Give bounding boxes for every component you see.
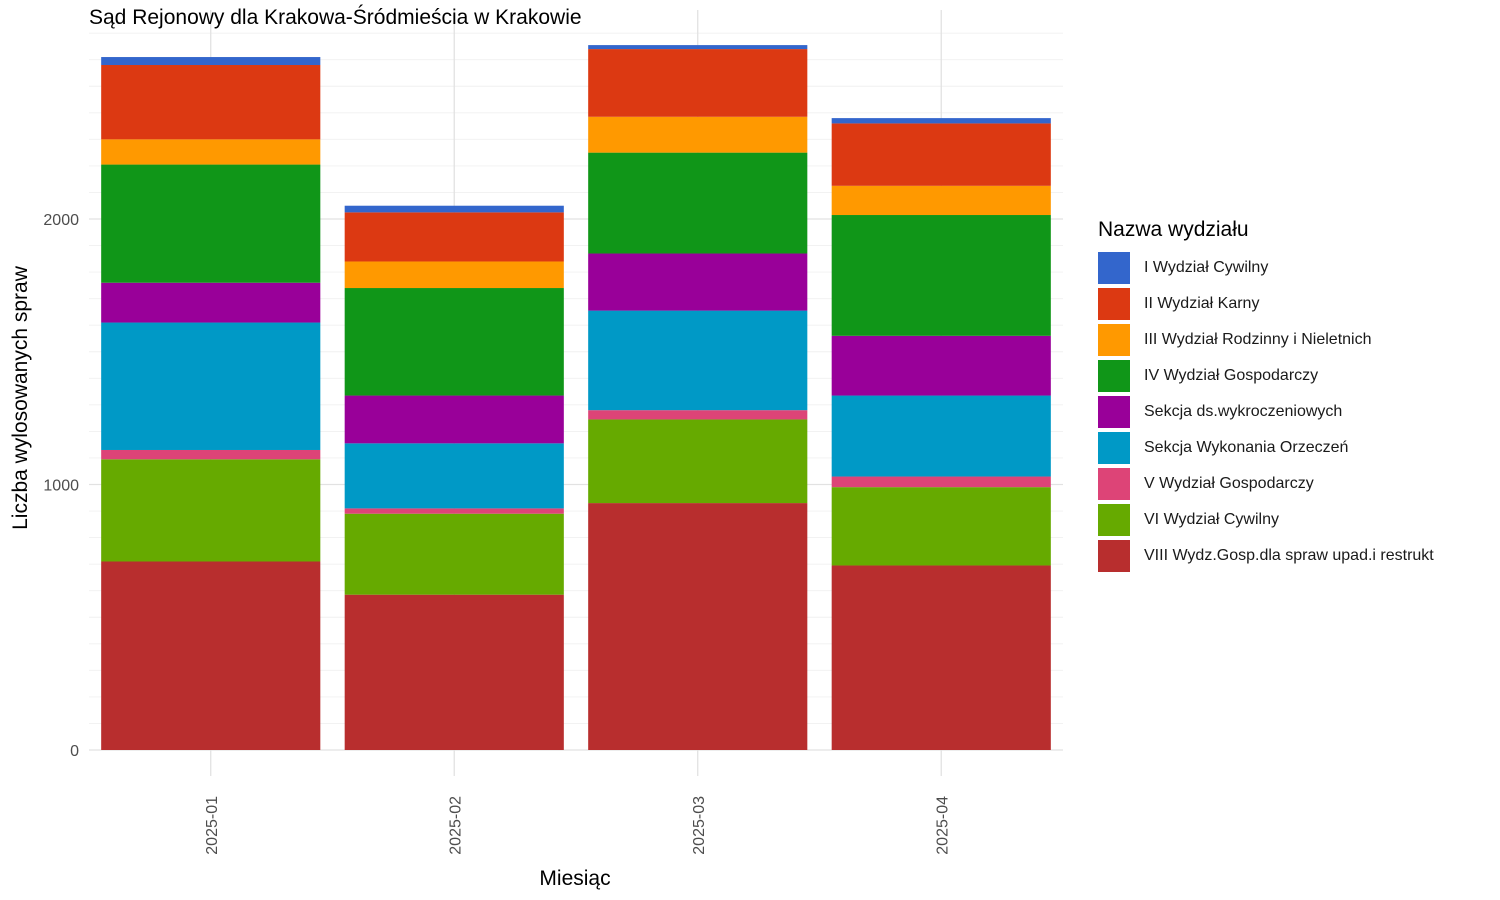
legend-swatch [1098, 504, 1130, 536]
y-tick-label: 0 [70, 743, 79, 760]
bar-segment [344, 212, 564, 262]
legend-swatch [1098, 252, 1130, 284]
bar-segment [101, 459, 321, 562]
bar-segment [831, 487, 1051, 566]
legend-label: V Wydział Gospodarczy [1144, 475, 1314, 492]
legend-item: I Wydział Cywilny [1098, 250, 1434, 286]
legend-label: III Wydział Rodzinny i Nieletnich [1144, 331, 1372, 348]
bar-segment [831, 395, 1051, 477]
y-tick-label: 1000 [43, 478, 79, 495]
x-axis-ticks: 2025-01 2025-02 2025-03 2025-04 [204, 796, 952, 855]
bar-segment [831, 215, 1051, 336]
bar-segment [344, 288, 564, 396]
bar-segment [588, 310, 808, 411]
legend-swatch [1098, 540, 1130, 572]
legend-item: VIII Wydz.Gosp.dla spraw upad.i restrukt [1098, 538, 1434, 574]
x-axis-label: Miesiąc [539, 867, 610, 890]
legend-swatch [1098, 396, 1130, 428]
legend-label: IV Wydział Gospodarczy [1144, 367, 1319, 384]
legend-swatch [1098, 360, 1130, 392]
bar-segment [344, 205, 564, 213]
legend-item: III Wydział Rodzinny i Nieletnich [1098, 322, 1434, 358]
chart-title: Sąd Rejonowy dla Krakowa-Śródmieścia w K… [89, 6, 582, 29]
bar-segment [344, 443, 564, 509]
legend-label: II Wydział Karny [1144, 295, 1260, 312]
bar-segment [831, 123, 1051, 186]
y-axis-label: Liczba wylosowanych spraw [9, 265, 32, 530]
legend-item: II Wydział Karny [1098, 286, 1434, 322]
legend-item: Sekcja ds.wykroczeniowych [1098, 394, 1434, 430]
bar-segment [344, 513, 564, 595]
bar-segment [344, 395, 564, 444]
legend-label: I Wydział Cywilny [1144, 259, 1269, 276]
bar-segment [101, 561, 321, 750]
bar-segment [101, 57, 321, 66]
bar-segment [588, 116, 808, 153]
legend-item: Sekcja Wykonania Orzeczeń [1098, 430, 1434, 466]
x-tick-label: 2025-02 [447, 796, 464, 855]
legend-label: VI Wydział Cywilny [1144, 511, 1279, 528]
bar-segment [588, 419, 808, 504]
bar-segment [831, 185, 1051, 216]
bars [101, 45, 1051, 750]
legend-item: V Wydział Gospodarczy [1098, 466, 1434, 502]
bar-segment [101, 282, 321, 323]
legend-label: Sekcja ds.wykroczeniowych [1144, 403, 1343, 420]
bar-segment [831, 118, 1051, 124]
bar-segment [101, 322, 321, 450]
bar-segment [101, 65, 321, 140]
bar-segment [101, 164, 321, 283]
bar-segment [831, 565, 1051, 750]
bar-segment [588, 253, 808, 311]
x-tick-label: 2025-03 [691, 796, 708, 855]
bar-segment [588, 49, 808, 117]
bar-segment [101, 449, 321, 460]
legend-label: VIII Wydz.Gosp.dla spraw upad.i restrukt [1144, 547, 1434, 564]
bar-segment [588, 45, 808, 50]
x-tick-label: 2025-04 [934, 796, 951, 855]
bar-segment [831, 476, 1051, 488]
x-tick-label: 2025-01 [204, 796, 221, 855]
bar-segment [588, 152, 808, 254]
y-tick-label: 2000 [43, 212, 79, 229]
bar-segment [101, 139, 321, 165]
bar-segment [831, 335, 1051, 396]
legend-item: IV Wydział Gospodarczy [1098, 358, 1434, 394]
legend: Nazwa wydziału I Wydział Cywilny II Wydzi… [1098, 218, 1434, 574]
bar-segment [588, 503, 808, 750]
legend-swatch [1098, 288, 1130, 320]
legend-swatch [1098, 432, 1130, 464]
legend-items: I Wydział Cywilny II Wydział Karny III Wyd… [1098, 250, 1434, 574]
legend-swatch [1098, 324, 1130, 356]
legend-item: VI Wydział Cywilny [1098, 502, 1434, 538]
legend-swatch [1098, 468, 1130, 500]
legend-title: Nazwa wydziału [1098, 218, 1249, 241]
bar-segment [344, 594, 564, 750]
bar-segment [588, 410, 808, 420]
bar-segment [344, 261, 564, 289]
y-axis-ticks: 0 1000 2000 [43, 212, 79, 760]
legend-label: Sekcja Wykonania Orzeczeń [1144, 439, 1349, 456]
bar-segment [344, 508, 564, 514]
